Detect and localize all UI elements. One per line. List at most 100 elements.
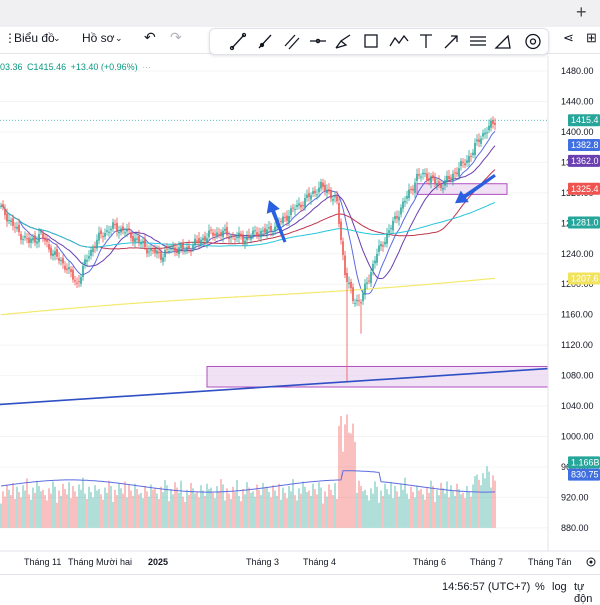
redo-icon[interactable]: ↷ xyxy=(170,29,182,45)
volume-bar xyxy=(290,491,292,528)
price-tag xyxy=(568,456,600,469)
zones xyxy=(206,183,549,388)
volume-bar xyxy=(240,501,242,528)
candle xyxy=(214,229,216,241)
ruler-tool-icon[interactable] xyxy=(494,34,511,49)
candle xyxy=(248,228,250,241)
candle xyxy=(426,168,428,185)
candle xyxy=(436,178,438,191)
price-tag xyxy=(568,139,600,152)
volume-bar xyxy=(258,489,260,528)
candle xyxy=(344,250,346,279)
long-position-tool-icon[interactable] xyxy=(470,36,486,46)
candle xyxy=(254,225,256,236)
settings-gear-icon[interactable] xyxy=(586,557,596,567)
volume-bar xyxy=(306,492,308,528)
volume-bar xyxy=(490,487,492,528)
chevron-down-icon[interactable]: ⌄ xyxy=(115,33,123,43)
volume-bar xyxy=(312,483,314,528)
candle xyxy=(410,185,412,194)
candle xyxy=(178,241,180,258)
candle xyxy=(114,219,116,229)
volume-bar xyxy=(376,486,378,528)
candle xyxy=(478,133,480,148)
percent-scale-button[interactable]: % xyxy=(535,581,545,593)
volume-bar xyxy=(320,487,322,528)
candle xyxy=(312,187,314,197)
candles xyxy=(0,116,496,382)
share-icon[interactable]: ⋖ xyxy=(563,30,574,45)
x-axis[interactable]: Tháng 11 Tháng Mười hai 2025 Tháng 3 Tháng 4… xyxy=(0,550,600,567)
volume-bar xyxy=(384,483,386,528)
volume-bar xyxy=(358,480,360,528)
volume-bar xyxy=(298,488,300,528)
candle xyxy=(256,226,258,239)
brush-tool-icon[interactable] xyxy=(335,34,351,49)
volume-bar xyxy=(162,492,164,528)
volume-bar xyxy=(316,494,318,528)
volume-bar xyxy=(0,503,2,528)
price-tag xyxy=(568,272,600,285)
clock-readout: 14:56:57 (UTC+7) xyxy=(442,581,531,593)
volume-bar xyxy=(412,492,414,528)
volume-bar xyxy=(88,486,90,528)
trend-line[interactable] xyxy=(0,119,570,406)
more-icon[interactable]: ··· xyxy=(142,62,152,72)
volume-bar xyxy=(274,490,276,528)
candle xyxy=(336,190,338,205)
trend-line-tool-icon[interactable] xyxy=(229,32,247,51)
pattern-tool-icon[interactable] xyxy=(389,34,409,47)
volume-bar xyxy=(82,477,84,528)
price-chart[interactable]: 1480.001440.001400.001360.001320.001280.… xyxy=(0,56,600,574)
annotation-arrow xyxy=(266,200,287,243)
volume-bar xyxy=(164,479,166,528)
price-tag xyxy=(568,182,600,195)
chart-menu-button[interactable]: Biểu đồ xyxy=(14,31,55,45)
volume-bar xyxy=(170,489,172,528)
candle xyxy=(374,256,376,269)
rectangle-tool-icon[interactable] xyxy=(364,34,378,48)
grid xyxy=(0,70,548,529)
y-axis[interactable]: 1480.001440.001400.001360.001320.001280.… xyxy=(547,56,600,574)
log-scale-button[interactable]: log xyxy=(552,581,567,593)
candle xyxy=(200,236,202,248)
candle xyxy=(134,233,136,248)
horizontal-line-tool-icon[interactable] xyxy=(310,38,326,44)
volume-bar xyxy=(264,488,266,528)
volume-bar xyxy=(142,498,144,528)
volume-bar xyxy=(374,481,376,528)
x-tick-label: Tháng 6 xyxy=(413,557,446,567)
ray-tool-icon[interactable] xyxy=(258,34,272,49)
candle xyxy=(294,204,296,216)
volume-bar xyxy=(406,493,408,528)
text-tool-icon[interactable] xyxy=(420,34,432,48)
sidebar-toggle-icon[interactable]: ⋮ xyxy=(4,31,16,45)
volume-bar xyxy=(382,495,384,528)
volume-bar xyxy=(248,487,250,528)
volume-bar xyxy=(50,493,52,528)
grid-icon[interactable]: ⊞ xyxy=(586,30,597,45)
parallel-channel-tool-icon[interactable] xyxy=(284,34,300,50)
volume-bar xyxy=(468,491,470,528)
candle xyxy=(154,244,156,257)
candle xyxy=(4,204,6,220)
candle xyxy=(282,212,284,228)
volume-bar xyxy=(454,495,456,528)
arrow-tool-icon[interactable] xyxy=(444,35,458,49)
eye-visibility-icon[interactable] xyxy=(525,33,541,50)
candle xyxy=(60,256,62,266)
volume-bar xyxy=(328,484,330,528)
candle xyxy=(2,200,4,211)
candle xyxy=(190,247,192,257)
candle xyxy=(460,158,462,171)
volume-bar xyxy=(168,501,170,528)
volume-bar xyxy=(122,493,124,528)
add-tab-button[interactable]: + xyxy=(576,2,587,22)
profile-menu-button[interactable]: Hồ sơ xyxy=(82,31,115,45)
undo-icon[interactable]: ↶ xyxy=(144,29,156,45)
candle xyxy=(420,173,422,182)
arrows[interactable] xyxy=(266,174,496,243)
chevron-down-icon[interactable]: ⌄ xyxy=(53,33,61,43)
candle xyxy=(194,234,196,250)
auto-scale-button[interactable]: tự độn xyxy=(574,581,593,605)
